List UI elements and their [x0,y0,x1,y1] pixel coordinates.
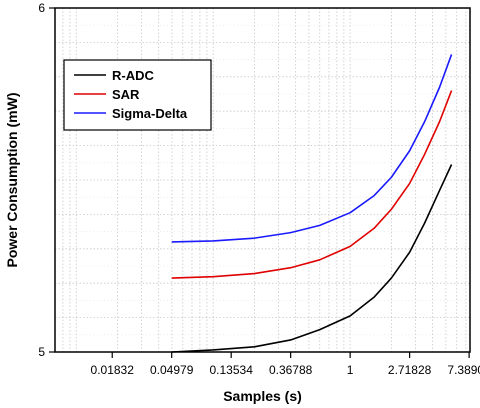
legend-label: R-ADC [112,68,154,83]
x-tick-label: 0.13534 [209,363,253,377]
legend-label: SAR [112,87,140,102]
series-line-sar [171,90,453,279]
series-lines [171,54,453,353]
plot-area [54,7,471,353]
grid-lines [55,8,470,352]
x-tick-label: 1 [347,363,354,377]
x-tick-label: 0.01832 [91,363,135,377]
y-tick-label: 6 [38,1,45,15]
series-line-sigma-delta [171,54,453,243]
y-axis-title: Power Consumption (mW) [4,93,20,268]
x-axis-title: Samples (s) [223,388,302,404]
y-tick-label: 5 [38,345,45,359]
x-tick-label: 7.38906 [447,363,480,377]
x-tick-label: 0.04979 [150,363,194,377]
x-tick-label: 0.36788 [269,363,313,377]
axis-ticks: 0.01832 0.04979 0.13534 0.36788 1 2.71828 7.38… [38,1,480,377]
legend-box [63,59,212,131]
x-tick-label: 2.71828 [388,363,432,377]
legend: R-ADC SAR Sigma-Delta [63,59,212,131]
series-line-r-adc [171,164,453,353]
legend-label: Sigma-Delta [112,106,188,121]
